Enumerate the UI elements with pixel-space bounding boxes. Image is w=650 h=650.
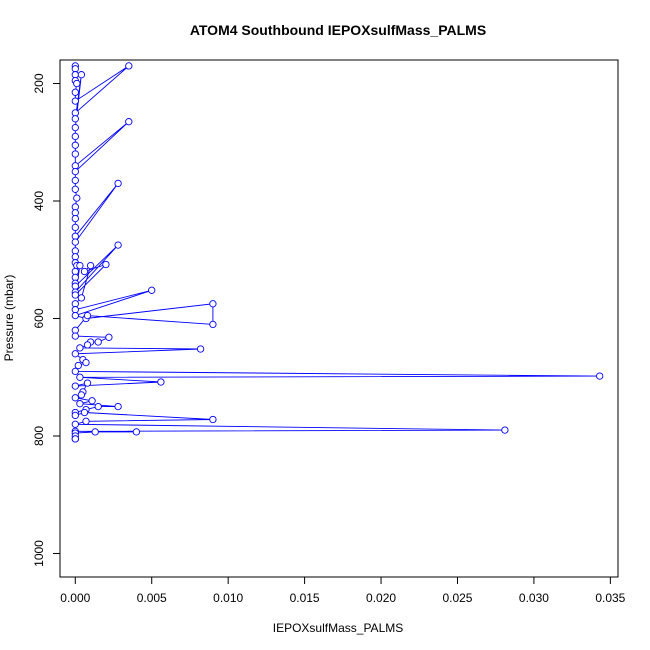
data-point bbox=[76, 400, 84, 408]
data-point bbox=[71, 214, 79, 223]
data-point bbox=[71, 350, 79, 358]
data-point bbox=[71, 167, 79, 176]
x-tick-label: 0.020 bbox=[366, 591, 396, 605]
data-point bbox=[77, 294, 86, 302]
data-point bbox=[83, 341, 92, 349]
data-point bbox=[71, 273, 79, 282]
data-point bbox=[209, 320, 217, 329]
data-point bbox=[71, 306, 79, 314]
data-point bbox=[209, 300, 217, 308]
data-point bbox=[71, 185, 79, 193]
y-axis: 200 400 600 800 1000 bbox=[32, 73, 61, 567]
data-point bbox=[71, 267, 79, 276]
data-point bbox=[71, 247, 79, 255]
data-point bbox=[501, 426, 509, 434]
data-point bbox=[77, 391, 86, 399]
data-point bbox=[82, 358, 90, 367]
data-point bbox=[71, 382, 79, 390]
data-point bbox=[105, 333, 113, 341]
plot-area-frame bbox=[59, 59, 619, 578]
data-point bbox=[71, 300, 79, 308]
data-point bbox=[114, 402, 122, 411]
data-point bbox=[71, 291, 79, 299]
series-layer bbox=[71, 62, 604, 443]
x-axis-label: IEPOXsulfMass_PALMS bbox=[273, 621, 404, 635]
data-point bbox=[114, 241, 122, 249]
data-point bbox=[73, 79, 81, 88]
data-point bbox=[73, 194, 81, 202]
data-point bbox=[76, 344, 84, 352]
data-point bbox=[71, 223, 79, 232]
y-axis-label: Pressure (mbar) bbox=[2, 275, 16, 362]
data-point bbox=[71, 411, 79, 420]
data-point bbox=[71, 123, 79, 132]
x-tick-label: 0.015 bbox=[290, 591, 320, 605]
data-point bbox=[71, 332, 79, 340]
x-tick-label: 0.030 bbox=[519, 591, 549, 605]
data-point bbox=[71, 420, 79, 428]
x-tick-label: 0.025 bbox=[442, 591, 472, 605]
data-point bbox=[71, 115, 79, 123]
data-point bbox=[71, 150, 79, 158]
y-tick-label: 600 bbox=[32, 308, 46, 328]
data-point bbox=[71, 97, 79, 105]
data-point bbox=[74, 361, 82, 370]
x-tick-label: 0.000 bbox=[60, 591, 90, 605]
data-point bbox=[71, 253, 79, 261]
y-tick-label: 400 bbox=[32, 191, 46, 211]
data-point bbox=[82, 417, 90, 425]
data-point bbox=[71, 435, 79, 443]
data-point bbox=[83, 311, 92, 320]
chart-title: ATOM4 Southbound IEPOXsulfMass_PALMS bbox=[190, 22, 486, 38]
data-point bbox=[80, 267, 89, 276]
data-point bbox=[76, 261, 84, 270]
data-point bbox=[94, 402, 102, 411]
data-point bbox=[94, 338, 102, 346]
data-point bbox=[209, 415, 217, 424]
y-tick-label: 800 bbox=[32, 426, 46, 446]
data-point bbox=[102, 260, 110, 269]
data-point bbox=[91, 428, 99, 436]
data-point bbox=[71, 282, 79, 290]
data-point bbox=[71, 65, 79, 73]
data-point bbox=[71, 141, 79, 149]
x-axis: 0.000 0.005 0.010 0.015 0.020 0.025 0.030 0.035 bbox=[60, 576, 626, 605]
data-point bbox=[71, 132, 79, 141]
data-point bbox=[157, 378, 165, 386]
x-tick-label: 0.005 bbox=[137, 591, 167, 605]
data-point bbox=[125, 62, 133, 70]
data-point bbox=[196, 345, 205, 353]
data-point bbox=[71, 367, 79, 376]
data-point bbox=[148, 286, 156, 294]
data-point bbox=[71, 394, 79, 402]
data-point bbox=[596, 372, 604, 380]
y-tick-label: 200 bbox=[32, 73, 46, 93]
data-point bbox=[77, 71, 86, 79]
data-point bbox=[71, 109, 79, 117]
series-line bbox=[73, 65, 600, 439]
data-point bbox=[80, 408, 89, 417]
y-tick-label: 1000 bbox=[32, 540, 46, 567]
data-point bbox=[88, 397, 96, 405]
data-point bbox=[114, 179, 122, 188]
data-point bbox=[71, 311, 79, 320]
data-point bbox=[71, 71, 79, 79]
data-point bbox=[76, 373, 84, 381]
data-point bbox=[125, 118, 133, 126]
data-point bbox=[83, 379, 92, 387]
data-point bbox=[132, 428, 141, 436]
data-point bbox=[71, 88, 79, 96]
data-point bbox=[71, 238, 79, 246]
x-tick-label: 0.010 bbox=[213, 591, 243, 605]
data-point bbox=[86, 261, 95, 270]
x-tick-label: 0.035 bbox=[595, 591, 625, 605]
data-point bbox=[71, 176, 79, 185]
data-point bbox=[71, 203, 79, 211]
